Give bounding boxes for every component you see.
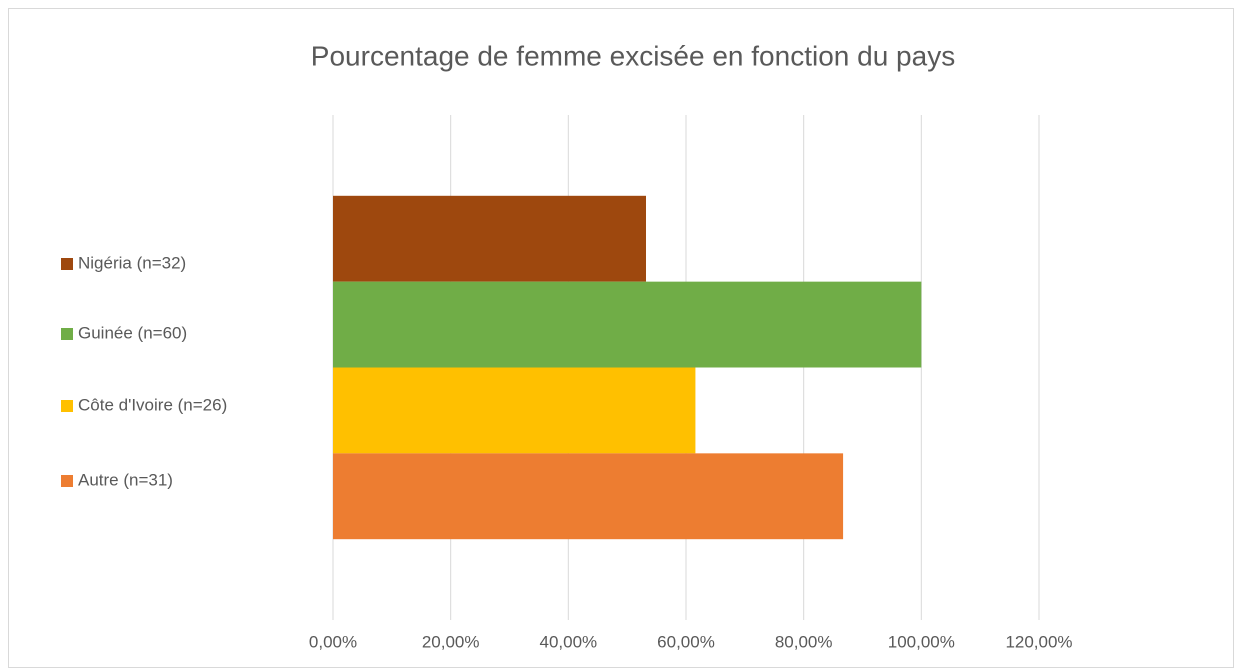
- bar: [333, 453, 844, 540]
- bar: [333, 367, 696, 454]
- legend-label: Autre (n=31): [78, 470, 173, 489]
- x-tick-label: 0,00%: [309, 632, 357, 651]
- legend-label: Guinée (n=60): [78, 323, 187, 342]
- legend-swatch: [61, 400, 73, 412]
- x-tick-label: 120,00%: [1005, 632, 1072, 651]
- x-tick-label: 40,00%: [539, 632, 597, 651]
- legend-swatch: [61, 258, 73, 270]
- legend-label: Côte d'Ivoire (n=26): [78, 395, 227, 414]
- legend-swatch: [61, 328, 73, 340]
- bar: [333, 195, 646, 282]
- x-tick-label: 80,00%: [775, 632, 833, 651]
- x-tick-label: 60,00%: [657, 632, 715, 651]
- x-tick-label: 20,00%: [422, 632, 480, 651]
- legend-swatch: [61, 475, 73, 487]
- legend-label: Nigéria (n=32): [78, 253, 186, 272]
- bar: [333, 281, 922, 368]
- x-tick-label: 100,00%: [888, 632, 955, 651]
- chart-title: Pourcentage de femme excisée en fonction…: [311, 40, 955, 71]
